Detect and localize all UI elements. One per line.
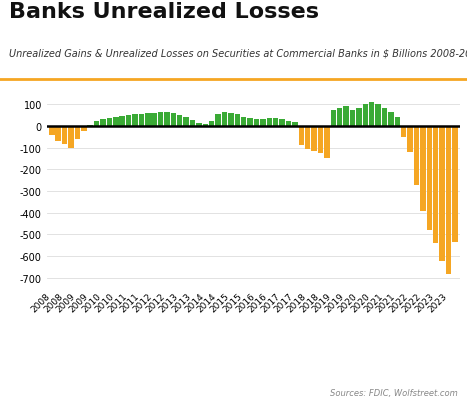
Bar [375, 104, 381, 127]
Bar [439, 127, 445, 261]
Bar [139, 115, 144, 127]
Bar [177, 115, 183, 127]
Bar [279, 120, 285, 127]
Bar [407, 127, 413, 153]
Bar [113, 118, 119, 127]
Bar [100, 120, 106, 127]
Bar [324, 127, 330, 158]
Bar [350, 111, 355, 127]
Bar [395, 117, 400, 127]
Bar [248, 119, 253, 127]
Bar [94, 122, 99, 127]
Bar [56, 127, 61, 141]
Bar [260, 119, 266, 127]
Bar [388, 113, 394, 127]
Bar [356, 109, 361, 127]
Bar [222, 113, 227, 127]
Bar [203, 124, 208, 127]
Bar [132, 114, 138, 127]
Text: Unrealized Gains & Unrealized Losses on Securities at Commercial Banks in $ Bill: Unrealized Gains & Unrealized Losses on … [9, 48, 467, 58]
Bar [106, 119, 112, 127]
Bar [49, 127, 55, 136]
Bar [343, 107, 349, 127]
Bar [382, 109, 387, 127]
Bar [126, 115, 131, 127]
Bar [369, 102, 375, 127]
Bar [254, 120, 259, 127]
Bar [420, 127, 425, 212]
Bar [68, 127, 74, 149]
Bar [273, 119, 278, 127]
Bar [190, 120, 195, 127]
Bar [120, 117, 125, 127]
Bar [331, 111, 336, 127]
Bar [298, 127, 304, 146]
Bar [433, 127, 439, 244]
Bar [401, 127, 406, 138]
Bar [414, 127, 419, 186]
Bar [446, 127, 451, 274]
Bar [305, 127, 311, 149]
Text: Sources: FDIC, Wolfstreet.com: Sources: FDIC, Wolfstreet.com [330, 388, 458, 397]
Bar [184, 117, 189, 127]
Bar [292, 123, 297, 127]
Bar [228, 113, 234, 127]
Bar [164, 113, 170, 127]
Text: Banks Unrealized Losses: Banks Unrealized Losses [9, 2, 319, 22]
Bar [170, 114, 176, 127]
Bar [362, 105, 368, 127]
Bar [196, 123, 202, 127]
Bar [286, 122, 291, 127]
Bar [337, 109, 342, 127]
Bar [241, 117, 247, 127]
Bar [267, 119, 272, 127]
Bar [234, 115, 240, 127]
Bar [145, 114, 150, 127]
Bar [81, 127, 86, 132]
Bar [62, 127, 67, 144]
Bar [215, 115, 221, 127]
Bar [158, 113, 163, 127]
Bar [452, 127, 458, 242]
Bar [87, 126, 93, 127]
Bar [311, 127, 317, 152]
Bar [209, 122, 214, 127]
Bar [426, 127, 432, 231]
Bar [318, 127, 323, 154]
Bar [75, 127, 80, 140]
Bar [151, 113, 157, 127]
